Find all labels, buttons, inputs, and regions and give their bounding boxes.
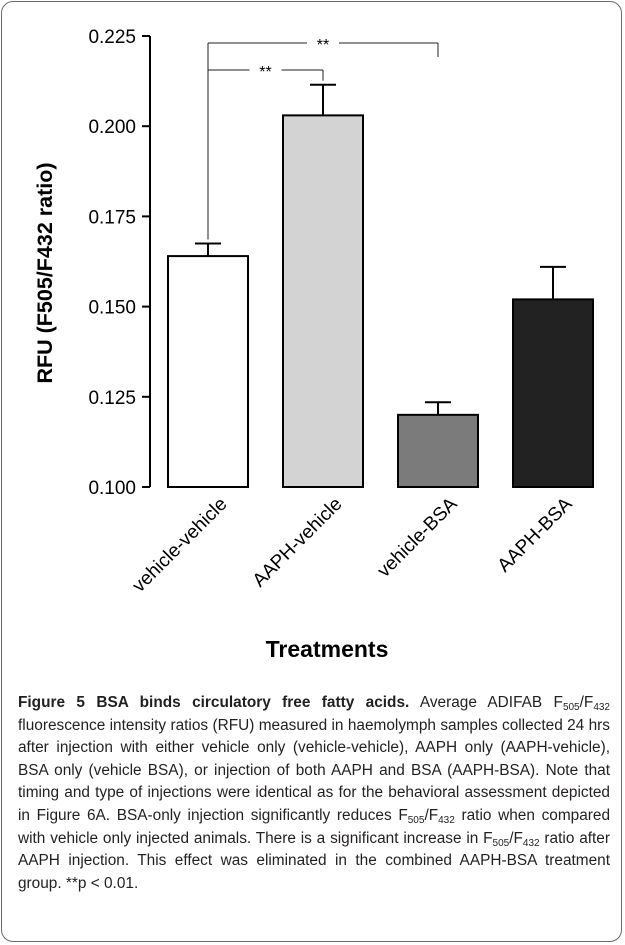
- x-tick-label: vehicle-BSA: [374, 493, 462, 581]
- x-axis-label: Treatments: [266, 636, 389, 662]
- y-tick-label: 0.100: [88, 478, 136, 499]
- figure-caption: Figure 5 BSA binds circulatory free fatt…: [18, 692, 610, 895]
- caption-subscript: 505: [407, 814, 425, 826]
- y-tick-label: 0.225: [88, 27, 136, 48]
- bar-AAPH-BSA: [512, 298, 594, 488]
- bar-vehicle-BSA: [397, 413, 479, 488]
- y-axis: 0.225 0.200 0.175 0.150 0.125 0.100: [88, 27, 151, 499]
- caption-subscript: 505: [562, 702, 580, 713]
- caption-title: Figure 5 BSA binds circulatory free fatt…: [18, 694, 410, 711]
- bar-vehicle-vehicle: [167, 255, 249, 489]
- caption-text: fluorescence intensity ratios (RFU) meas…: [18, 716, 610, 824]
- significance-brackets: ** **: [207, 37, 439, 240]
- y-tick-label: 0.175: [88, 207, 136, 228]
- caption-text: /F: [579, 694, 594, 711]
- caption-text: /F: [509, 829, 523, 847]
- x-tick-label: vehicle-vehicle: [129, 494, 232, 597]
- caption-subscript: 432: [593, 702, 610, 713]
- caption-subscript: 432: [438, 814, 455, 826]
- bar-AAPH-vehicle: [282, 114, 364, 488]
- significance-label: **: [317, 37, 329, 54]
- x-tick-labels: vehicle-vehicle AAPH-vehicle vehicle-BSA AA…: [129, 493, 577, 596]
- caption-subscript: 505: [492, 837, 510, 849]
- y-axis-label: RFU (F505/F432 ratio): [33, 162, 57, 383]
- x-tick-label: AAPH-BSA: [494, 493, 577, 576]
- caption-text: /F: [424, 806, 439, 824]
- caption-subscript: 432: [522, 837, 540, 849]
- bar-chart: 0.225 0.200 0.175 0.150 0.125 0.100 ** ** vehi…: [33, 27, 594, 662]
- bars: [167, 83, 594, 489]
- y-tick-label: 0.200: [88, 117, 136, 138]
- caption-text: ratio after AAPH injection. This effect …: [18, 829, 610, 892]
- x-tick-label: AAPH-vehicle: [249, 494, 347, 592]
- y-tick-label: 0.150: [88, 298, 136, 319]
- caption-text: Average ADIFAB F: [409, 694, 563, 711]
- caption-text: ratio when compared with vehicle only in…: [18, 806, 611, 847]
- y-tick-label: 0.125: [88, 388, 136, 409]
- significance-label: **: [259, 64, 271, 81]
